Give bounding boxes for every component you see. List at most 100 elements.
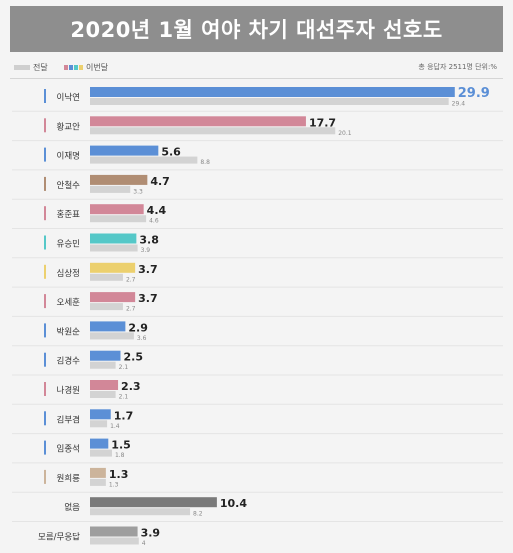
- party-marker: [44, 411, 46, 426]
- legend-label-current: 이번달: [86, 63, 109, 72]
- candidate-label: 이낙연: [57, 92, 80, 103]
- candidate-label: 김부겸: [57, 414, 80, 425]
- bar-current: [90, 497, 217, 508]
- value-label-current: 5.6: [161, 146, 181, 159]
- bar-current: [90, 321, 126, 332]
- bar-current: [90, 467, 106, 478]
- bar-previous: [90, 391, 116, 398]
- value-label-previous: 3.3: [133, 188, 143, 195]
- party-marker: [44, 176, 46, 191]
- value-label-previous: 1.4: [110, 423, 120, 430]
- party-marker: [44, 118, 46, 133]
- legend-label-previous: 전달: [33, 63, 48, 72]
- value-label-current: 1.5: [111, 439, 131, 452]
- bar-previous: [90, 185, 131, 193]
- bar-previous: [90, 127, 336, 135]
- bar-current: [90, 87, 455, 97]
- candidate-label: 모름/무응답: [38, 532, 80, 543]
- candidate-label: 원희룡: [57, 473, 81, 484]
- value-label-current: 3.7: [138, 263, 158, 276]
- bar-previous: [90, 508, 191, 516]
- value-label-previous: 2.7: [126, 276, 136, 283]
- candidate-label: 황교안: [57, 121, 81, 132]
- legend: 전달 이번달 총 응답자 2511명 단위:%: [10, 62, 503, 76]
- party-marker: [44, 352, 46, 367]
- candidate-label: 오세훈: [57, 297, 81, 308]
- legend-divider: [10, 78, 503, 79]
- legend-item-current: 이번달: [64, 62, 108, 73]
- candidate-label: 나경원: [57, 385, 80, 396]
- party-marker: [44, 235, 46, 250]
- value-label-current: 17.7: [309, 116, 336, 129]
- value-label-previous: 4: [142, 540, 146, 547]
- value-label-previous: 1.8: [115, 452, 125, 459]
- value-label-previous: 1.3: [109, 481, 119, 488]
- bar-previous: [90, 478, 106, 486]
- title-bar: 2020년 1월 여야 차기 대선주자 선호도: [10, 6, 503, 52]
- candidate-label: 없음: [64, 503, 80, 513]
- bar-previous: [90, 273, 123, 281]
- bar-current: [90, 204, 144, 215]
- candidate-label: 안철수: [57, 180, 81, 191]
- value-label-previous: 20.1: [338, 130, 352, 137]
- chart-title: 2020년 1월 여야 차기 대선주자 선호도: [70, 18, 443, 42]
- party-marker: [44, 89, 46, 103]
- value-label-previous: 2.1: [119, 364, 129, 371]
- party-marker: [44, 382, 46, 396]
- value-label-current: 2.3: [121, 380, 141, 393]
- bar-current: [90, 350, 121, 361]
- bar-previous: [90, 244, 138, 252]
- party-marker: [44, 323, 46, 338]
- legend-swatch-previous: [14, 65, 30, 70]
- value-label-previous: 29.4: [452, 101, 466, 108]
- bar-current: [90, 409, 111, 420]
- bar-previous: [90, 156, 198, 164]
- value-label-current: 1.7: [114, 409, 133, 422]
- bar-current: [90, 233, 137, 244]
- bar-current: [90, 145, 159, 156]
- candidate-label: 김경수: [57, 356, 81, 367]
- bar-previous: [90, 361, 116, 369]
- bar-current: [90, 292, 136, 303]
- value-label-previous: 4.6: [149, 218, 159, 225]
- value-label-current: 4.4: [147, 204, 167, 217]
- candidate-label: 임종석: [57, 444, 80, 455]
- bar-current: [90, 438, 109, 449]
- party-marker: [44, 147, 46, 162]
- bar-previous: [90, 420, 108, 428]
- party-marker: [44, 440, 46, 455]
- value-label-current: 2.9: [128, 321, 148, 334]
- value-label-previous: 2.1: [119, 394, 129, 401]
- bar-previous: [90, 537, 139, 545]
- bar-previous: [90, 215, 147, 223]
- candidate-label: 홍준표: [57, 209, 81, 220]
- bar-current: [90, 526, 138, 537]
- bar-previous: [90, 98, 449, 105]
- party-marker: [44, 264, 46, 279]
- value-label-previous: 8.8: [200, 159, 210, 166]
- value-label-previous: 8.2: [193, 511, 203, 518]
- bar-current: [90, 262, 136, 273]
- legend-swatch-current: [64, 65, 83, 70]
- value-label-current: 3.8: [139, 234, 159, 247]
- value-label-current: 1.3: [109, 468, 129, 481]
- value-label-current: 10.4: [220, 497, 247, 510]
- party-marker: [44, 469, 46, 484]
- value-label-current: 3.7: [138, 292, 158, 305]
- respondent-note: 총 응답자 2511명 단위:%: [418, 63, 497, 71]
- legend-item-previous: 전달: [14, 62, 48, 73]
- party-marker: [44, 294, 46, 309]
- value-label-current: 4.7: [150, 175, 170, 188]
- candidate-label: 심상정: [57, 268, 80, 279]
- value-label-current: 29.9: [458, 86, 490, 101]
- value-label-current: 3.9: [141, 527, 161, 540]
- candidate-label: 박원순: [57, 326, 81, 337]
- bar-current: [90, 116, 306, 127]
- bar-current: [90, 380, 119, 390]
- bar-current: [90, 174, 148, 185]
- value-label-previous: 3.6: [137, 335, 147, 342]
- candidate-label: 이재명: [57, 151, 80, 162]
- candidate-label: 유승민: [57, 239, 80, 250]
- bar-previous: [90, 449, 112, 457]
